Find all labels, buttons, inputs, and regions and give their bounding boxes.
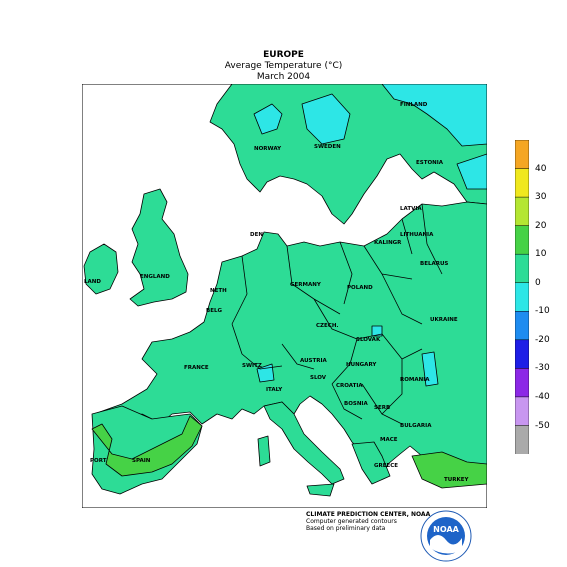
label-ireland: LAND [84,279,101,285]
legend-swatch [515,168,529,198]
legend-tick-label: -40 [535,391,550,402]
greece-land [351,441,391,485]
credit-method: Computer generated contours [306,518,397,525]
legend-swatch [515,311,529,341]
label-kaliningrad: KALINGR [374,240,402,246]
noaa-logo-icon: NOAA [420,510,472,562]
label-latvia: LATVIA [400,206,422,212]
legend-tick-label: -10 [535,306,550,317]
legend-tick-label: -30 [535,363,550,374]
turkey-warm-zone [411,451,487,489]
label-estonia: ESTONIA [416,160,444,166]
label-ukraine: UKRAINE [430,317,458,323]
legend-swatch [515,196,529,227]
label-serbia: SERB [374,405,390,411]
label-germany: GERMANY [290,282,322,288]
legend-tick-label: 20 [535,220,547,231]
legend-swatch [515,282,529,312]
color-scale-legend [515,140,529,454]
legend-swatch [515,339,529,369]
continent-land [93,201,487,480]
label-finland: FINLAND [400,102,428,108]
legend-swatch [515,225,529,255]
ireland-land [83,243,119,295]
temperature-map: FINLAND NORWAY SWEDEN ESTONIA LATVIA LIT… [82,84,487,508]
label-croatia: CROATIA [336,383,363,389]
label-bulgaria: BULGARIA [400,423,432,429]
label-austria: AUSTRIA [300,358,328,364]
legend-swatch [515,368,529,398]
label-bosnia: BOSNIA [344,401,368,407]
legend-tick-label: -20 [535,334,550,345]
legend-swatch [515,425,529,454]
label-netherlands: NETH [210,288,227,294]
label-belgium: BELG [206,308,222,314]
sardinia-land [257,435,271,467]
label-macedonia: MACE [380,437,398,443]
label-romania: ROMANIA [400,377,430,383]
map-title: EUROPE [263,50,304,60]
legend-tick-label: 30 [535,192,547,203]
credit-source: CLIMATE PREDICTION CENTER, NOAA [306,511,431,518]
label-portugal: PORT [90,458,107,464]
label-italy: ITALY [266,387,283,393]
sicily-land [306,483,335,497]
cold-pocket-romania [421,351,439,387]
cold-zone-north [381,84,487,147]
legend-swatch [515,253,529,284]
legend-tick-label: 40 [535,163,547,174]
label-poland: POLAND [347,285,373,291]
label-sweden: SWEDEN [314,144,341,150]
logo-text: NOAA [433,525,459,534]
label-lithuania: LITHUANIA [400,232,434,238]
legend-tick-label: 0 [535,277,541,288]
cold-pocket-czech [371,325,383,337]
iberia-warm-zone [91,415,203,477]
label-spain: SPAIN [132,458,151,464]
label-slovenia: SLOV [310,375,327,381]
cold-zone-norway [253,103,283,135]
credit-note: Based on preliminary data [306,525,386,532]
label-czech: CZECH. [316,323,339,329]
label-norway: NORWAY [254,146,282,152]
map-date: March 2004 [256,72,311,82]
legend-tick-label: -50 [535,420,550,431]
great-britain-land [129,188,189,307]
italy-land [263,401,345,485]
cold-zone-east [456,153,487,190]
legend-tick-label: 10 [535,249,547,260]
legend-swatch [515,140,529,170]
label-switzerland: SWITZ [242,363,262,369]
label-hungary: HUNGARY [346,362,377,368]
cold-zone-sweden [301,93,351,145]
label-denmark: DEN [250,232,263,238]
label-turkey: TURKEY [444,477,469,483]
legend-swatch [515,396,529,427]
label-greece: GREECE [374,463,398,469]
label-france: FRANCE [184,365,209,371]
label-slovakia: SLOVAK [356,337,381,343]
label-england: ENGLAND [140,274,170,280]
border-lines [231,203,443,425]
map-subtitle: Average Temperature (°C) [224,61,343,71]
label-belarus: BELARUS [420,261,448,267]
